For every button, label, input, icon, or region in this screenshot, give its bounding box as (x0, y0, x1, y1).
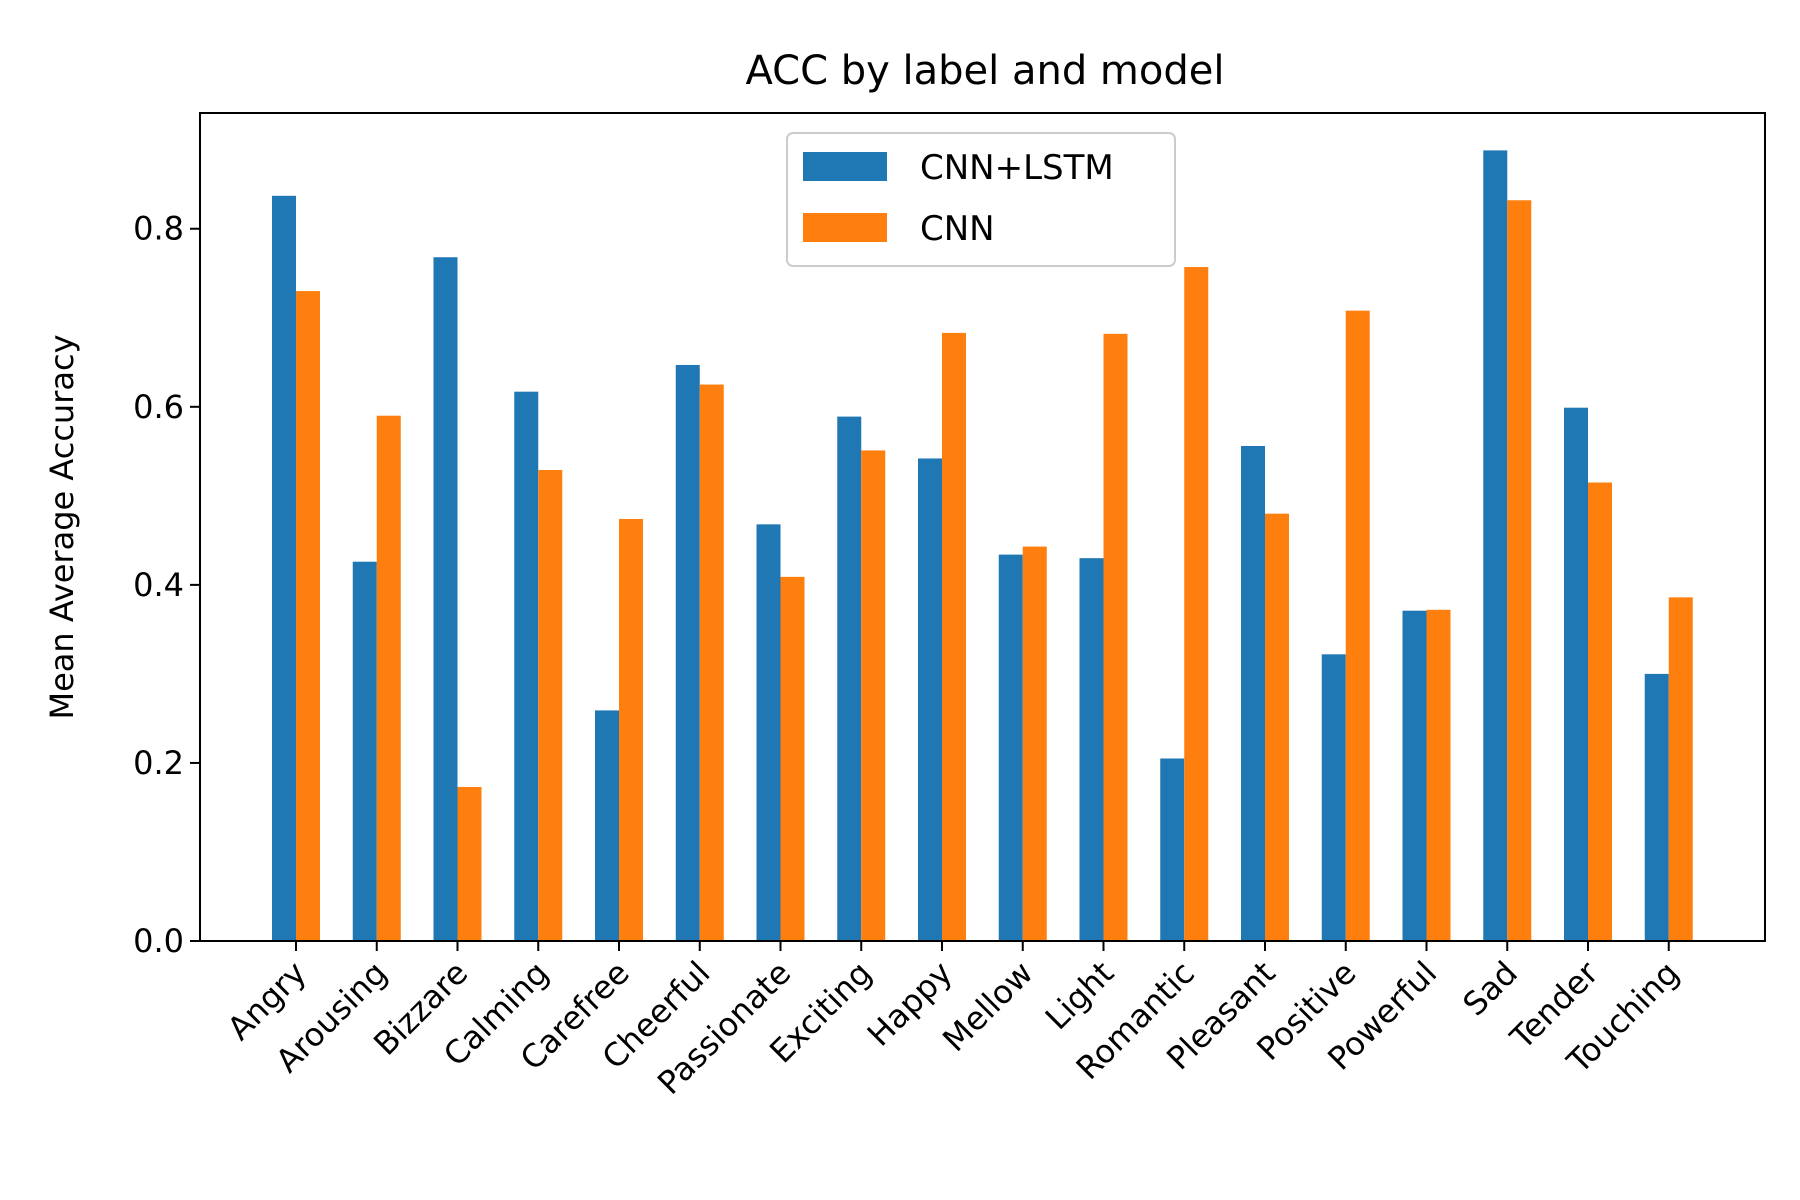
bar-cnn-lstm-touching (1644, 673, 1669, 941)
bar-cnn-pleasant (1265, 513, 1289, 941)
bar-cnn-carefree (619, 518, 643, 941)
plot-frame (199, 112, 1766, 942)
bar-cnn-touching (1668, 597, 1693, 941)
bar-cnn-lstm-powerful (1402, 610, 1427, 941)
bar-cnn-lstm-light (1079, 558, 1104, 941)
bar-cnn-lstm-carefree (595, 710, 619, 941)
bar-cnn-bizzare (457, 786, 482, 941)
bar-cnn-tender (1588, 482, 1612, 941)
bar-cnn-lstm-cheerful (675, 364, 700, 941)
bar-cnn-lstm-mellow (998, 554, 1023, 941)
bar-cnn-powerful (1426, 609, 1451, 941)
bar-cnn-lstm-sad (1483, 150, 1508, 941)
y-tick-label: 0.6 (133, 388, 184, 426)
bar-cnn-lstm-arousing (352, 561, 377, 941)
legend-label-cnn-lstm: CNN+LSTM (920, 148, 1114, 188)
y-tick-label: 0.2 (133, 744, 184, 782)
y-tick-label: 0.4 (133, 566, 184, 604)
chart-title: ACC by label and model (746, 48, 1225, 94)
bar-cnn-lstm-exciting (837, 416, 862, 942)
bar-cnn-light (1103, 333, 1128, 941)
bar-cnn-happy (942, 332, 966, 941)
bar-cnn-cheerful (699, 384, 724, 941)
legend-swatch-cnn-lstm (803, 152, 887, 181)
y-axis-label: Mean Average Accuracy (43, 334, 81, 719)
legend-label-cnn: CNN (920, 209, 995, 249)
bar-cnn-exciting (861, 450, 886, 941)
legend-swatch-cnn (803, 213, 887, 242)
bar-cnn-positive (1345, 310, 1370, 941)
bar-cnn-lstm-bizzare (433, 257, 458, 941)
y-tick-label: 0.8 (133, 210, 184, 248)
bar-cnn-angry (296, 291, 320, 941)
bar-cnn-lstm-angry (272, 195, 296, 942)
bar-cnn-lstm-calming (514, 391, 539, 941)
bar-cnn-romantic (1184, 267, 1209, 941)
bar-cnn-calming (538, 470, 563, 941)
bar-cnn-lstm-positive (1321, 654, 1346, 941)
y-axis: 0.0 0.2 0.4 0.6 0.8 (133, 210, 200, 960)
y-tick-label: 0.0 (133, 922, 184, 960)
bar-cnn-sad (1507, 200, 1532, 942)
bar-cnn-lstm-romantic (1160, 758, 1185, 941)
bar-cnn-mellow (1022, 546, 1047, 941)
bar-cnn-arousing (376, 415, 401, 941)
bar-cnn-lstm-tender (1564, 407, 1588, 941)
bar-cnn-lstm-pleasant (1241, 445, 1265, 941)
bars-group (272, 150, 1693, 942)
bar-cnn-passionate (780, 576, 805, 941)
legend: CNN+LSTM CNN (786, 132, 1176, 267)
bar-cnn-lstm-passionate (756, 524, 781, 941)
bar-cnn-lstm-happy (918, 458, 942, 941)
